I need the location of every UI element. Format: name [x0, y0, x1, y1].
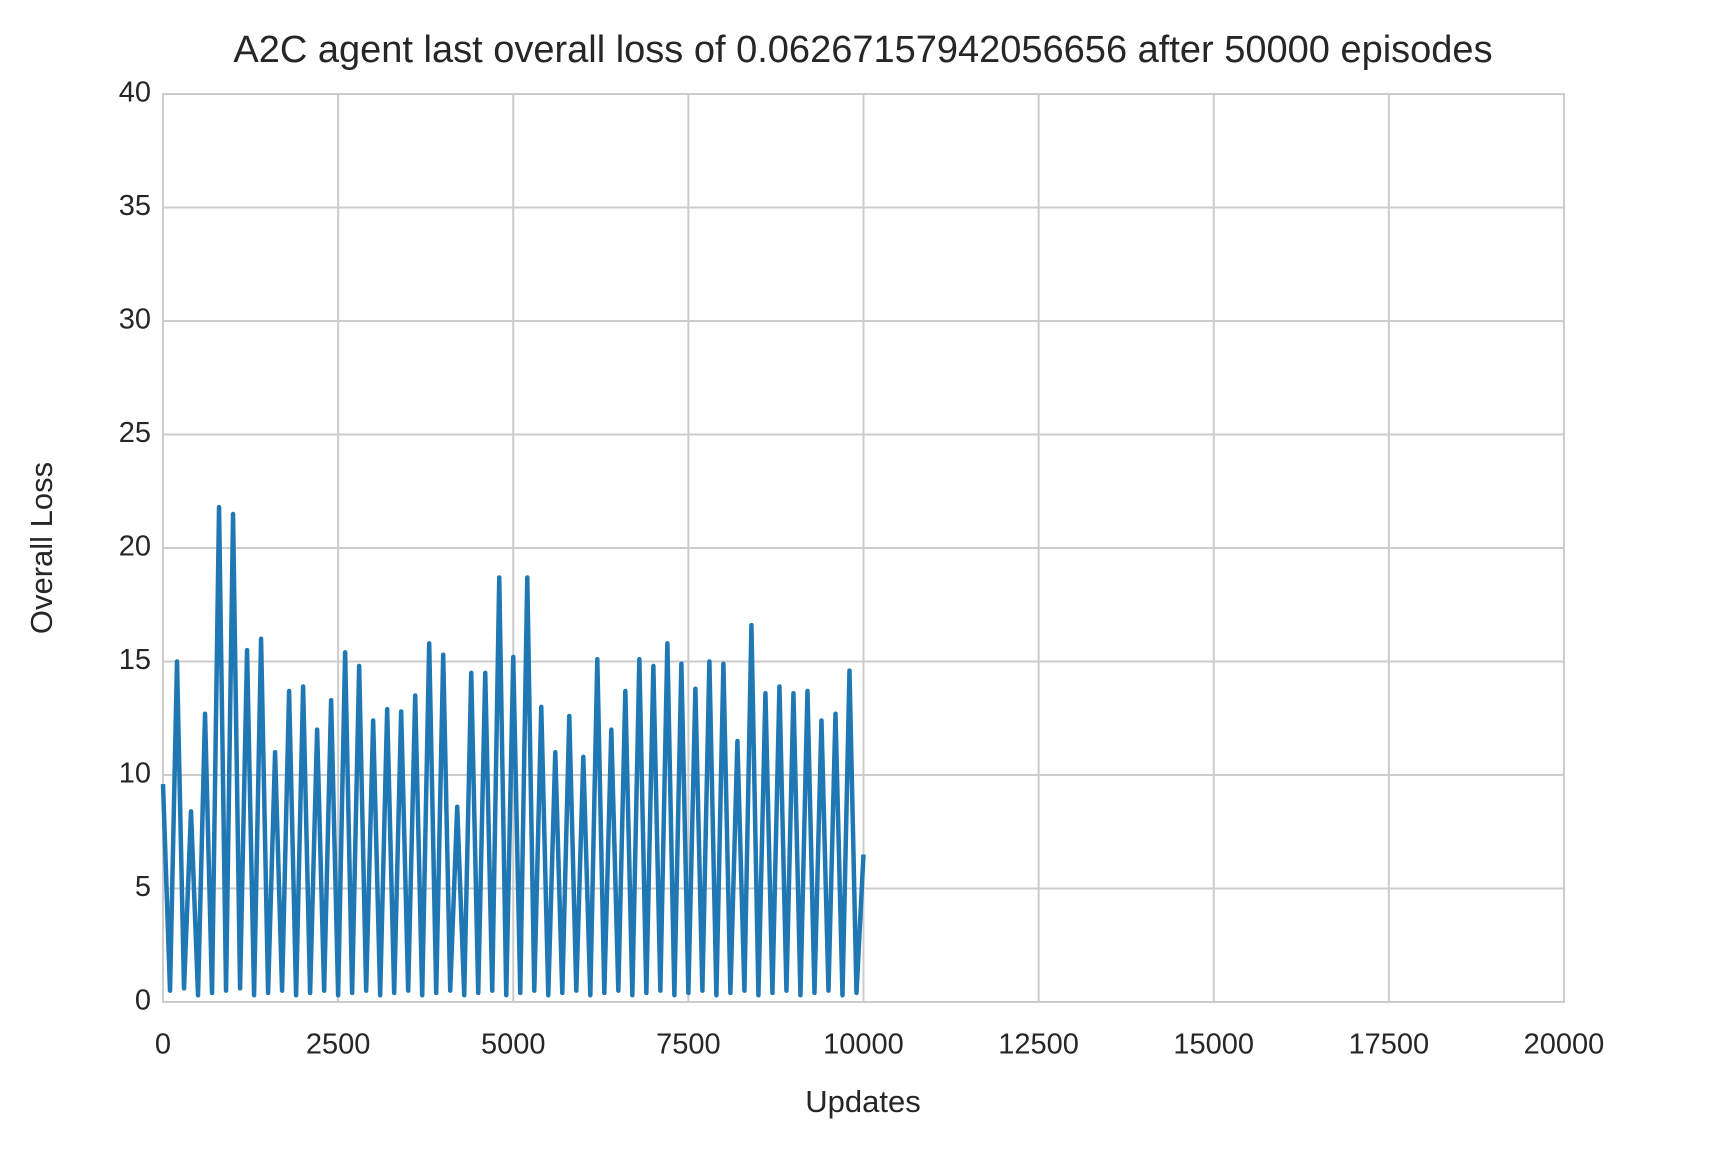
x-tick-label: 17500 [1349, 1029, 1430, 1061]
x-tick-label: 2500 [306, 1029, 371, 1061]
x-tick-label: 10000 [823, 1029, 904, 1061]
y-tick-label: 10 [119, 758, 151, 790]
y-tick-label: 5 [135, 871, 151, 903]
y-tick-label: 25 [119, 417, 151, 449]
y-tick-label: 0 [135, 985, 151, 1017]
x-axis-label: Updates [805, 1084, 920, 1119]
y-tick-label: 20 [119, 531, 151, 563]
x-tick-label: 0 [155, 1029, 171, 1061]
y-tick-label: 35 [119, 190, 151, 222]
data-line [160, 504, 866, 998]
y-axis-label: Overall Loss [24, 462, 59, 634]
chart-title: A2C agent last overall loss of 0.0626715… [233, 29, 1492, 71]
y-tick-label: 30 [119, 304, 151, 336]
x-tick-label: 20000 [1524, 1029, 1605, 1061]
x-tick-label: 15000 [1173, 1029, 1254, 1061]
x-tick-label: 12500 [998, 1029, 1079, 1061]
x-tick-label: 7500 [656, 1029, 721, 1061]
y-tick-label: 40 [119, 77, 151, 109]
x-tick-label: 5000 [481, 1029, 546, 1061]
y-tick-label: 15 [119, 644, 151, 676]
plot-frame [162, 93, 1565, 1003]
